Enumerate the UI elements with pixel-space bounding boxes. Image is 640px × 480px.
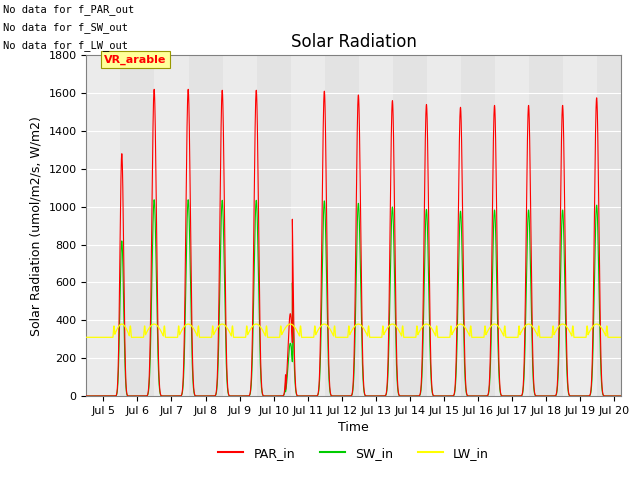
Bar <box>597 55 631 396</box>
Bar <box>189 55 223 396</box>
Text: No data for f_LW_out: No data for f_LW_out <box>3 40 128 51</box>
Text: No data for f_SW_out: No data for f_SW_out <box>3 22 128 33</box>
Bar <box>427 55 461 396</box>
Legend: PAR_in, SW_in, LW_in: PAR_in, SW_in, LW_in <box>213 442 494 465</box>
X-axis label: Time: Time <box>338 421 369 434</box>
Bar <box>120 55 154 396</box>
Bar <box>86 55 120 396</box>
Text: VR_arable: VR_arable <box>104 55 166 65</box>
Bar <box>223 55 257 396</box>
Bar <box>495 55 529 396</box>
Bar <box>257 55 291 396</box>
Bar <box>529 55 563 396</box>
Bar <box>324 55 358 396</box>
Bar <box>291 55 324 396</box>
Bar <box>358 55 393 396</box>
Bar <box>154 55 189 396</box>
Bar <box>393 55 427 396</box>
Title: Solar Radiation: Solar Radiation <box>291 33 417 51</box>
Bar <box>461 55 495 396</box>
Text: No data for f_PAR_out: No data for f_PAR_out <box>3 4 134 15</box>
Bar <box>563 55 597 396</box>
Y-axis label: Solar Radiation (umol/m2/s, W/m2): Solar Radiation (umol/m2/s, W/m2) <box>30 116 43 336</box>
